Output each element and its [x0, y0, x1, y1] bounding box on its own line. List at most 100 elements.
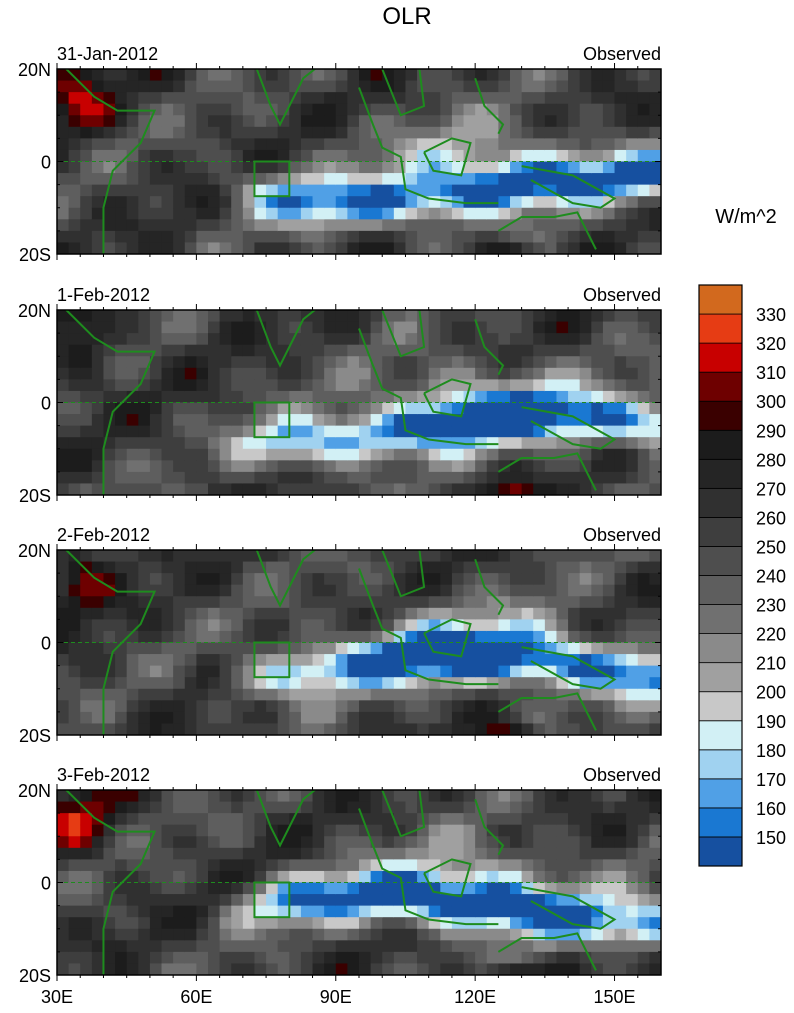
field-cell [103, 126, 116, 139]
field-cell [254, 437, 267, 450]
field-cell [591, 219, 604, 232]
field-cell [242, 596, 256, 609]
field-cell [277, 471, 290, 485]
field-cell [347, 92, 360, 105]
field-cell [498, 928, 511, 941]
field-cell [498, 321, 511, 334]
field-cell [602, 367, 616, 380]
field-cell [300, 801, 314, 814]
field-cell [161, 801, 174, 814]
field-cell [300, 184, 314, 197]
field-cell [138, 711, 151, 725]
field-cell [208, 414, 221, 427]
field-cell [242, 630, 256, 644]
field-cell [266, 425, 279, 438]
field-cell [115, 173, 128, 186]
coastline-australia [497, 211, 597, 250]
field-cell [324, 92, 337, 105]
field-cell [440, 630, 453, 644]
field-cell [568, 917, 581, 930]
field-cell [602, 92, 616, 105]
field-cell [417, 677, 430, 690]
field-cell [359, 471, 372, 485]
field-cell [161, 242, 174, 254]
field-cell [637, 894, 650, 907]
field-cell [417, 149, 430, 163]
field-cell [196, 963, 209, 975]
field-cell [475, 711, 488, 725]
field-cell [451, 665, 465, 678]
field-cell [428, 425, 441, 438]
field-cell [80, 126, 93, 139]
field-cell [521, 723, 534, 735]
field-cell [161, 596, 174, 609]
field-cell [637, 700, 650, 713]
field-cell [242, 928, 256, 941]
field-cell [138, 905, 151, 918]
field-cell [602, 80, 616, 93]
field-cell [556, 940, 569, 953]
field-cell [68, 230, 81, 244]
field-cell [173, 688, 186, 701]
field-cell [463, 219, 476, 232]
field-cell [475, 483, 488, 495]
field-cell [475, 654, 488, 667]
field-cell [382, 940, 395, 953]
field-cell [626, 584, 639, 597]
field-cell [242, 207, 256, 220]
field-cell [219, 184, 232, 197]
field-cell [451, 402, 465, 415]
field-cell [68, 859, 81, 872]
field-cell [347, 242, 360, 254]
field-cell [486, 882, 499, 895]
field-cell [637, 951, 650, 965]
field-cell [312, 379, 325, 392]
field-cell [544, 847, 558, 860]
field-cell [370, 321, 383, 334]
field-cell [300, 711, 314, 725]
field-cell [393, 619, 407, 632]
field-cell [266, 207, 279, 220]
field-cell [544, 321, 558, 334]
field-cell [254, 196, 267, 209]
field-cell [57, 92, 70, 105]
field-cell [57, 894, 70, 907]
field-cell [149, 700, 163, 713]
panel-source-label: Observed [583, 44, 661, 64]
field-cell [486, 310, 499, 323]
field-cell [335, 161, 348, 174]
field-cell [138, 654, 151, 667]
field-cell [184, 138, 197, 151]
field-cell [428, 69, 441, 82]
field-cell [521, 894, 534, 907]
field-cell [161, 437, 174, 450]
field-cell [498, 596, 511, 609]
field-cell [184, 824, 197, 837]
field-cell [277, 940, 290, 953]
field-cell [498, 630, 511, 644]
field-cell [126, 425, 139, 438]
field-cell [451, 561, 465, 574]
field-cell [637, 103, 650, 116]
field-cell [486, 813, 499, 826]
field-cell [173, 402, 186, 415]
field-cell [475, 836, 488, 849]
field-cell [335, 367, 348, 380]
field-cell [242, 390, 256, 404]
field-cell [138, 813, 151, 826]
field-cell [208, 801, 221, 814]
field-cell [428, 184, 441, 197]
field-cell [544, 654, 558, 667]
field-cell [184, 390, 197, 404]
field-cell [335, 596, 348, 609]
field-cell [196, 402, 209, 415]
field-cell [626, 80, 639, 93]
field-cell [370, 894, 383, 907]
field-cell [266, 126, 279, 139]
field-cell [451, 425, 465, 438]
field-cell [475, 940, 488, 953]
field-cell [138, 596, 151, 609]
field-cell [382, 437, 395, 450]
field-cell [614, 882, 627, 895]
field-cell [173, 596, 186, 609]
